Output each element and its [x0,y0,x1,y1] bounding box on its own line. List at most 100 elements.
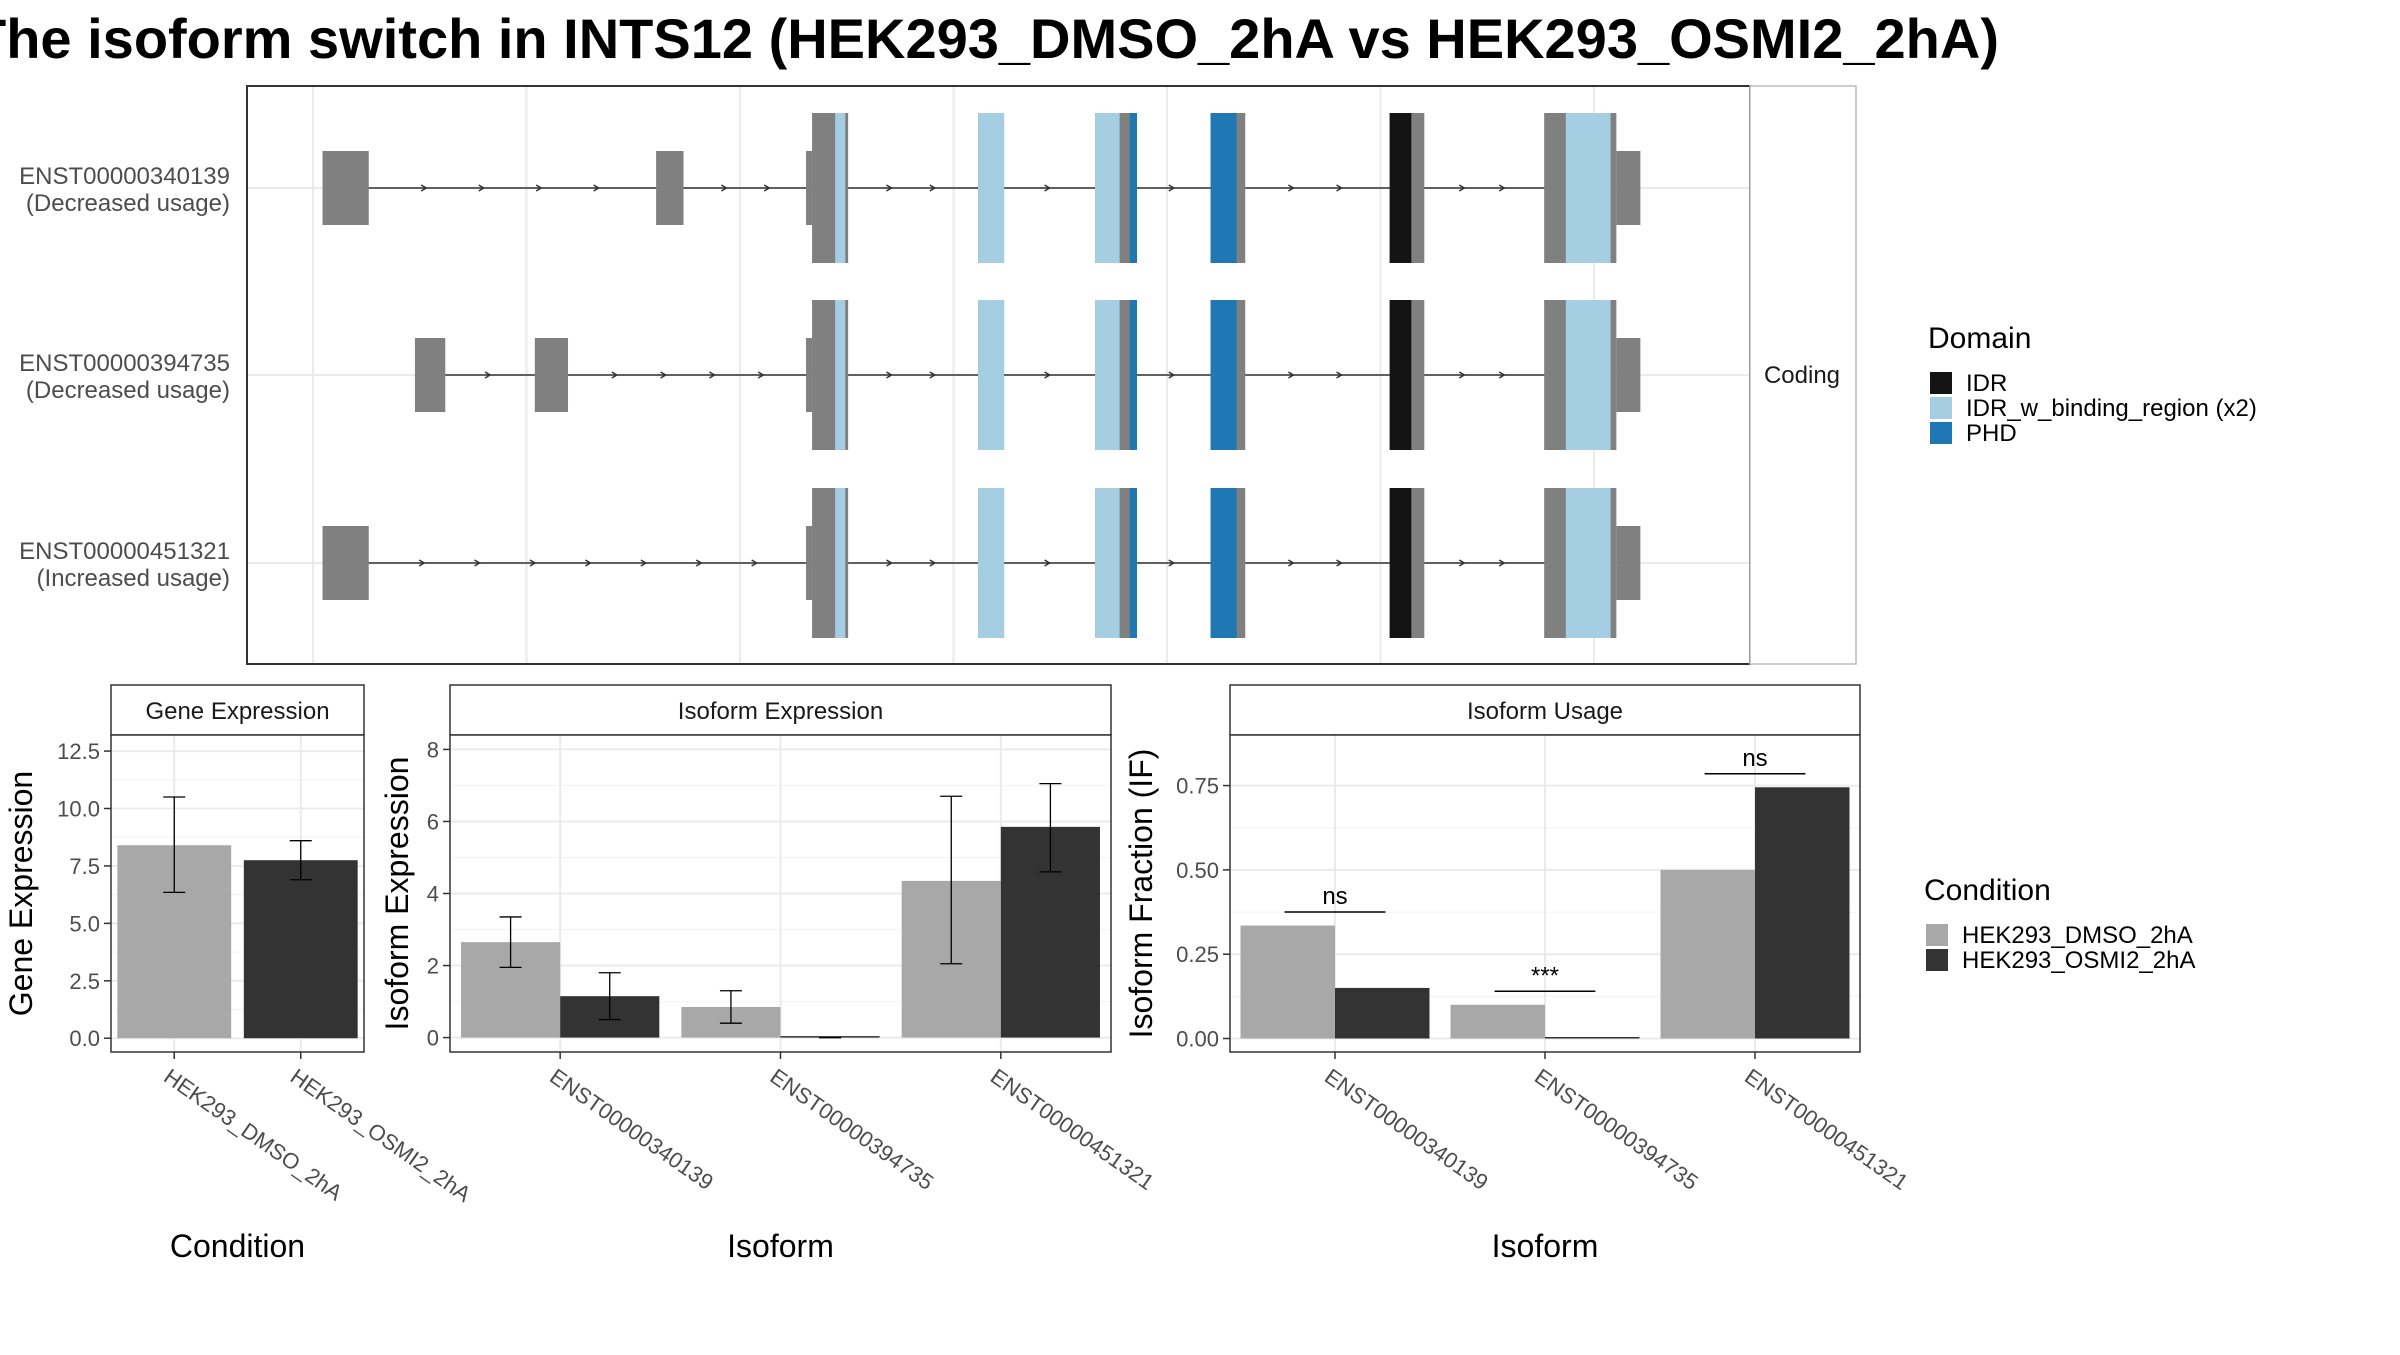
y-tick-label: 0.25 [1176,942,1219,967]
intron-arrow [1458,559,1466,567]
intron-arrow [640,559,648,567]
domain-legend-label: IDR [1966,370,2007,397]
y-tick-label: 4 [427,882,439,907]
y-tick-label: 10.0 [57,797,100,822]
domain-idr [1389,300,1412,450]
domain-phd [1129,300,1137,450]
intron-arrow [1336,559,1343,567]
x-tick-label: ENST00000451321 [986,1064,1159,1195]
bar [1660,869,1755,1039]
panel-title: Isoform Usage [1467,698,1623,725]
utr-exon [656,151,684,225]
intron-arrow [1458,184,1466,192]
intron-arrow [1498,371,1506,379]
intron-arrow [474,559,482,567]
intron-arrow [1044,559,1052,567]
intron-arrow [1336,184,1343,192]
intron-arrow [1498,559,1506,567]
bar [1545,1037,1640,1039]
intron-arrow [1336,371,1343,379]
figure-title: The isoform switch in INTS12 (HEK293_DMS… [0,7,1999,70]
x-tick-label: ENST00000394735 [1530,1064,1703,1195]
y-axis-title: Isoform Fraction (IF) [1123,749,1159,1039]
domain-idr-w-binding-region [1095,113,1120,263]
intron-arrow [1458,371,1466,379]
transcript-usage-label: (Increased usage) [37,565,230,592]
intron-arrow [1498,184,1506,192]
intron-arrow [763,184,771,192]
utr-stub [806,151,813,225]
intron-arrow [611,371,619,379]
domain-legend-label: PHD [1966,420,2017,447]
transcript-usage-label: (Decreased usage) [26,377,230,404]
y-tick-label: 0.00 [1176,1027,1219,1052]
transcript-row: ENST00000394735(Decreased usage) [19,300,1641,450]
intron-arrow [1288,559,1295,567]
x-axis-title: Condition [170,1228,305,1264]
x-axis-title: Isoform [1492,1228,1599,1264]
panel-title: Isoform Expression [678,698,883,725]
condition-legend-label: HEK293_DMSO_2hA [1962,922,2193,949]
condition-legend-title: Condition [1924,874,2051,907]
y-axis-title: Gene Expression [3,771,39,1016]
intron-arrow [929,559,937,567]
intron-arrow [1288,371,1295,379]
utr-stub [806,526,813,600]
bar [780,1036,880,1038]
bar [1240,925,1335,1039]
domain-legend-key [1930,372,1952,394]
transcript-row: ENST00000340139(Decreased usage) [19,113,1641,263]
y-tick-label: 8 [427,737,439,762]
domain-phd [1210,488,1237,638]
intron-arrow [929,184,937,192]
y-tick-label: 6 [427,809,439,834]
y-tick-label: 5.0 [69,911,100,936]
domain-phd [1129,488,1137,638]
utr-exon [414,338,446,412]
bar [1755,787,1850,1039]
y-tick-label: 2 [427,954,439,979]
intron-arrow [886,371,893,379]
intron-arrow [757,371,765,379]
y-tick-label: 7.5 [69,854,100,879]
domain-idr-w-binding-region [835,113,846,263]
domain-phd [1210,113,1237,263]
domain-legend-title: Domain [1928,322,2031,355]
isoform-expression-panel: Isoform Expression 0 2 4 6 8 ENST00000340139 EN… [379,684,1159,1264]
panel-title: Gene Expression [145,698,329,725]
domain-idr-w-binding-region [1565,300,1611,450]
x-tick-label: ENST00000394735 [766,1064,939,1195]
y-tick-label: 0.50 [1176,858,1219,883]
intron-arrow [585,559,592,567]
y-axis-title: Isoform Expression [379,757,415,1031]
intron-arrow [1168,371,1176,379]
panel-border [110,734,365,1053]
domain-idr-w-binding-region [1095,300,1120,450]
y-tick-label: 12.5 [57,739,100,764]
y-tick-label: 0 [427,1026,439,1051]
intron-arrow [1168,559,1176,567]
domain-idr-w-binding-region [978,113,1005,263]
x-tick-label: ENST00000340139 [545,1064,718,1195]
domain-idr-w-binding-region [1095,488,1120,638]
intron-arrow [529,559,537,567]
bar [1450,1004,1545,1039]
domain-idr [1389,488,1412,638]
domain-idr-w-binding-region [835,300,846,450]
domain-phd [1129,113,1137,263]
intron-arrow [720,184,728,192]
domain-legend-key [1930,422,1952,444]
utr-stub [1616,151,1641,225]
domain-idr-w-binding-region [978,300,1005,450]
utr-exon [322,151,369,225]
transcript-label: ENST00000340139 [19,163,230,190]
panel-strip [449,684,1112,736]
x-tick-label: ENST00000340139 [1320,1064,1493,1195]
domain-idr-w-binding-region [835,488,846,638]
x-tick-label: ENST00000451321 [1740,1064,1913,1195]
transcript-label: ENST00000394735 [19,350,230,377]
domain-legend-label: IDR_w_binding_region (x2) [1966,395,2257,422]
domain-idr-w-binding-region [1565,113,1611,263]
transcript-usage-label: (Decreased usage) [26,190,230,217]
